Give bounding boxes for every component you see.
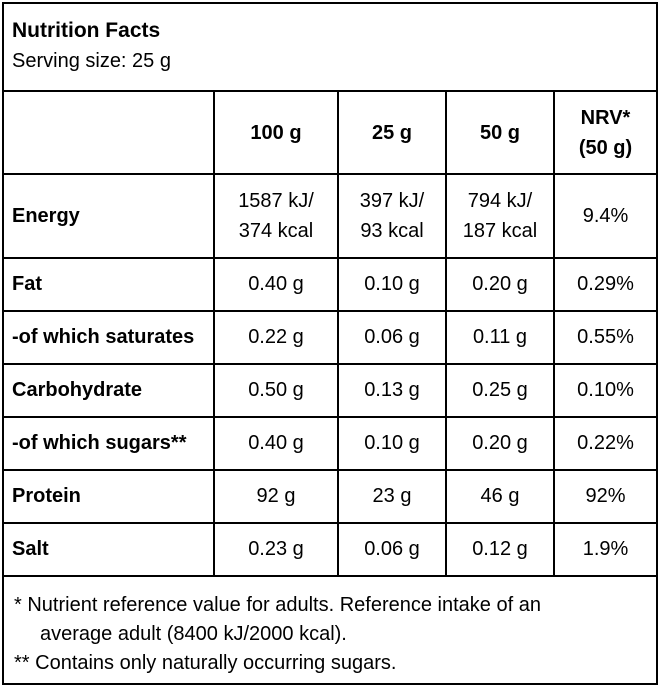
energy-50g-kcal: 187 kcal	[462, 220, 538, 242]
protein-nrv: 92%	[553, 469, 656, 524]
salt-50g: 0.12 g	[445, 522, 555, 577]
panel-header: Nutrition Facts Serving size: 25 g	[4, 4, 656, 92]
nrv-header-line1: NRV*	[580, 106, 631, 129]
saturates-nrv: 0.55%	[553, 310, 656, 365]
saturates-25g: 0.06 g	[337, 310, 447, 365]
energy-100g-kcal: 374 kcal	[238, 220, 314, 242]
fat-100g: 0.40 g	[213, 257, 339, 312]
fat-nrv: 0.29%	[553, 257, 656, 312]
row-label-fat: Fat	[4, 257, 215, 312]
row-label-sugars: -of which sugars**	[4, 416, 215, 471]
carbohydrate-100g: 0.50 g	[213, 363, 339, 418]
row-label-protein: Protein	[4, 469, 215, 524]
col-header-100g: 100 g	[213, 92, 339, 175]
sugars-100g: 0.40 g	[213, 416, 339, 471]
energy-25g-cell: 397 kJ/ 93 kcal	[337, 173, 447, 259]
col-header-25g: 25 g	[337, 92, 447, 175]
carbohydrate-nrv: 0.10%	[553, 363, 656, 418]
col-header-50g: 50 g	[445, 92, 555, 175]
row-label-energy: Energy	[4, 173, 215, 259]
sugars-nrv: 0.22%	[553, 416, 656, 471]
protein-25g: 23 g	[337, 469, 447, 524]
energy-25g-kj: 397 kJ/	[359, 190, 425, 212]
nrv-header-line2: (50 g)	[578, 136, 633, 159]
table-row-protein: Protein 92 g 23 g 46 g 92%	[4, 469, 656, 524]
row-label-saturates: -of which saturates	[4, 310, 215, 365]
energy-50g-cell: 794 kJ/ 187 kcal	[445, 173, 555, 259]
protein-100g: 92 g	[213, 469, 339, 524]
footnotes: * Nutrient reference value for adults. R…	[4, 577, 656, 678]
salt-nrv: 1.9%	[553, 522, 656, 577]
energy-25g-kcal: 93 kcal	[360, 220, 424, 242]
header-blank-cell	[4, 92, 215, 175]
sugars-50g: 0.20 g	[445, 416, 555, 471]
energy-100g-kj: 1587 kJ/	[238, 190, 314, 212]
serving-size: Serving size: 25 g	[12, 50, 171, 72]
footnote-sugars: ** Contains only naturally occurring sug…	[14, 652, 397, 674]
fat-25g: 0.10 g	[337, 257, 447, 312]
nutrition-table: 100 g 25 g 50 g NRV* (50 g) Energy 1587 …	[4, 92, 656, 577]
row-label-carbohydrate: Carbohydrate	[4, 363, 215, 418]
salt-25g: 0.06 g	[337, 522, 447, 577]
carbohydrate-50g: 0.25 g	[445, 363, 555, 418]
saturates-100g: 0.22 g	[213, 310, 339, 365]
energy-100g-cell: 1587 kJ/ 374 kcal	[213, 173, 339, 259]
footnote-nrv: * Nutrient reference value for adults. R…	[14, 594, 541, 616]
table-header-row: 100 g 25 g 50 g NRV* (50 g)	[4, 92, 656, 175]
salt-100g: 0.23 g	[213, 522, 339, 577]
protein-50g: 46 g	[445, 469, 555, 524]
panel-title: Nutrition Facts	[12, 19, 161, 42]
footnote-nrv-continued: average adult (8400 kJ/2000 kcal).	[40, 623, 347, 645]
energy-50g-kj: 794 kJ/	[467, 190, 533, 212]
table-row-saturates: -of which saturates 0.22 g 0.06 g 0.11 g…	[4, 310, 656, 365]
energy-nrv: 9.4%	[553, 173, 656, 259]
carbohydrate-25g: 0.13 g	[337, 363, 447, 418]
row-label-salt: Salt	[4, 522, 215, 577]
table-row-carbohydrate: Carbohydrate 0.50 g 0.13 g 0.25 g 0.10%	[4, 363, 656, 418]
table-row-energy: Energy 1587 kJ/ 374 kcal 397 kJ/ 93 kcal…	[4, 173, 656, 259]
table-row-sugars: -of which sugars** 0.40 g 0.10 g 0.20 g …	[4, 416, 656, 471]
table-row-fat: Fat 0.40 g 0.10 g 0.20 g 0.29%	[4, 257, 656, 312]
sugars-25g: 0.10 g	[337, 416, 447, 471]
col-header-nrv: NRV* (50 g)	[553, 92, 656, 175]
fat-50g: 0.20 g	[445, 257, 555, 312]
saturates-50g: 0.11 g	[445, 310, 555, 365]
table-row-salt: Salt 0.23 g 0.06 g 0.12 g 1.9%	[4, 522, 656, 577]
